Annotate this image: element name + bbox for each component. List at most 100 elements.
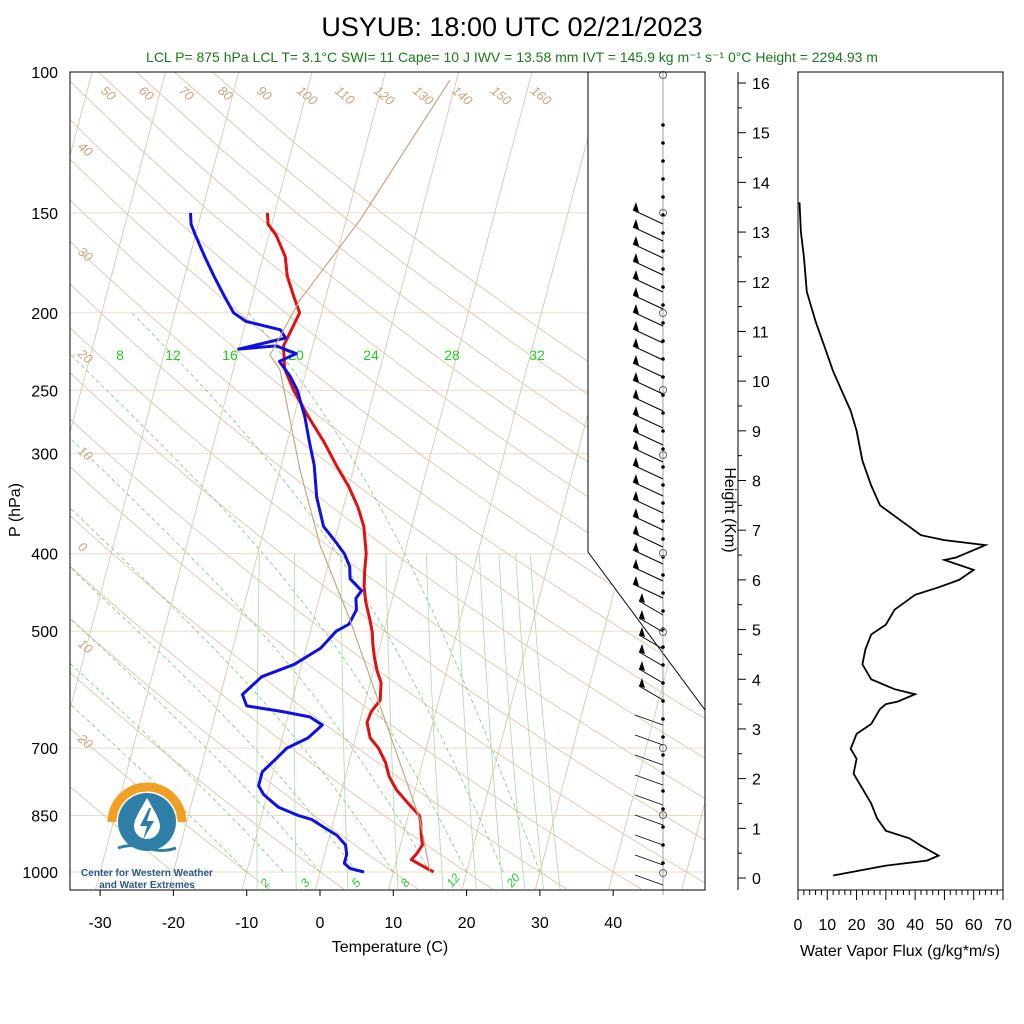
wind-level-dot (661, 447, 665, 451)
dry-adiabat-label: 60 (136, 83, 157, 104)
wind-level-dot (661, 771, 665, 775)
wind-barb (632, 277, 664, 293)
wind-level-dot (661, 699, 665, 703)
moist-adiabat-line (70, 353, 467, 873)
wind-barb-flag (639, 610, 645, 620)
wind-level-circle (659, 869, 667, 877)
flux-tick-label: 50 (936, 917, 954, 934)
wind-barb (632, 549, 664, 565)
skew-t-frame (69, 71, 706, 891)
height-tick-label: 7 (752, 523, 761, 540)
height-tick-label: 12 (752, 275, 770, 292)
height-tick-label: 16 (752, 76, 770, 93)
mixing-ratio-line (529, 553, 561, 890)
dry-adiabat-line (70, 785, 196, 890)
moist-adiabat-line (70, 507, 394, 873)
wind-level-circle (659, 209, 667, 217)
wind-barb (632, 311, 664, 327)
dry-adiabat-line (70, 671, 344, 890)
isotherm-line (70, 72, 93, 158)
wind-level-dot (661, 861, 665, 865)
lightning-icon (140, 808, 154, 840)
temp-tick-label: -30 (89, 915, 112, 932)
isotherm-line (168, 72, 386, 890)
dry-adiabat-label: 160 (528, 83, 555, 109)
dry-adiabat-line (70, 465, 642, 890)
wind-level-dot (661, 609, 665, 613)
mixing-ratio-line (498, 553, 526, 890)
dry-adiabat-label: 100 (294, 83, 321, 109)
wind-barb-flag (633, 525, 639, 535)
wind-barb (632, 328, 664, 344)
wind-barb (632, 430, 664, 446)
pressure-tick-label: 1000 (22, 865, 58, 882)
mixing-ratio-label: 12 (165, 347, 181, 363)
wind-level-circle (659, 811, 667, 819)
mixing-ratio-label: 16 (222, 347, 238, 363)
flux-tick-label: 60 (965, 917, 983, 934)
wind-barb-flag (633, 236, 639, 246)
wind-barb (638, 668, 664, 684)
wind-barb (638, 600, 664, 616)
wind-level-dot (661, 231, 665, 235)
wind-level-dot (661, 303, 665, 307)
height-tick-label: 13 (752, 225, 770, 242)
pressure-tick-label: 250 (31, 383, 58, 400)
wind-level-dot (661, 591, 665, 595)
wind-level-dot (661, 519, 665, 523)
mixing-ratio-line (515, 553, 544, 890)
wind-barb (634, 714, 664, 726)
height-tick-label: 8 (752, 474, 761, 491)
isotherm-line (95, 72, 313, 890)
wind-barb (634, 814, 664, 826)
dry-adiabat-line (70, 418, 705, 884)
wind-barb-flag (633, 287, 639, 297)
dry-adiabat-label: 110 (332, 83, 358, 108)
pressure-tick-label: 850 (31, 809, 58, 826)
isotherm-line (70, 72, 166, 435)
dry-adiabat-line (70, 80, 705, 572)
dry-adiabat-label: 50 (98, 83, 119, 104)
wind-level-dot (661, 789, 665, 793)
height-tick-label: 5 (752, 623, 761, 640)
dry-adiabat-line (70, 515, 567, 890)
wind-level-dot (661, 339, 665, 343)
isotherm-line (608, 523, 705, 890)
height-tick-label: 14 (752, 175, 770, 192)
dry-adiabat-line (70, 158, 705, 644)
wind-barb (634, 834, 664, 846)
temp-tick-label: 40 (604, 915, 622, 932)
flux-tick-label: 0 (794, 917, 803, 934)
wind-barb (634, 854, 664, 866)
isotherm-line (70, 72, 240, 711)
height-tick-label: 6 (752, 573, 761, 590)
parcel-path (269, 79, 451, 873)
moist-adiabat-line (70, 703, 247, 873)
wind-level-dot (661, 735, 665, 739)
mixing-ratio-label: 24 (363, 347, 379, 363)
height-tick-label: 2 (752, 772, 761, 789)
pressure-tick-label: 400 (31, 547, 58, 564)
wind-barb (638, 651, 664, 667)
dry-adiabat-line (70, 727, 270, 890)
wind-barb (632, 345, 664, 361)
flux-axis-label: Water Vapor Flux (g/kg*m/s) (800, 943, 1000, 960)
wind-barb (632, 566, 664, 582)
wind-barb-flag (633, 474, 639, 484)
wind-barb-flag (633, 457, 639, 467)
flux-profile (798, 202, 989, 877)
mixing-ratio-bottom-label: 12 (444, 870, 464, 889)
dry-adiabat-side-label: 30 (75, 244, 96, 265)
wind-level-dot (661, 573, 665, 577)
mixing-ratio-line (425, 553, 444, 890)
wind-barb-flag (633, 321, 639, 331)
wind-barb-flag (639, 593, 645, 603)
chart-subtitle: LCL P= 875 hPa LCL T= 3.1°C SWI= 11 Cape… (146, 49, 878, 65)
temperature-profile (265, 212, 435, 874)
wind-level-dot (661, 213, 665, 217)
logo-text-line1: Center for Western Weather (81, 868, 213, 879)
dry-adiabat-line (70, 327, 705, 800)
flux-tick-label: 30 (877, 917, 895, 934)
dry-adiabat-line (70, 118, 705, 608)
